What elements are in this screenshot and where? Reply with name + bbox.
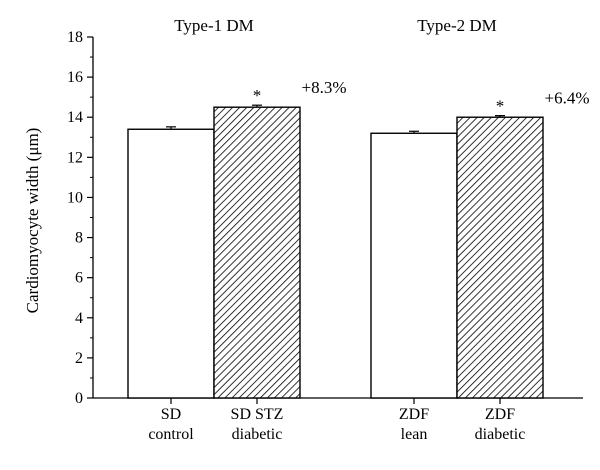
y-tick-label: 4 <box>75 310 83 327</box>
x-category-label: control <box>148 426 194 443</box>
y-tick-label: 6 <box>75 270 83 287</box>
y-tick-label: 2 <box>75 350 83 367</box>
y-axis-label: Cardiomyocyte width (μm) <box>23 128 42 314</box>
y-tick-label: 18 <box>67 29 83 46</box>
y-tick-label: 14 <box>67 109 83 126</box>
x-category-label: lean <box>401 426 428 443</box>
x-category-label: diabetic <box>232 426 283 443</box>
x-category-label: diabetic <box>475 426 526 443</box>
y-tick-label: 16 <box>67 69 83 86</box>
x-category-label: ZDF <box>399 406 429 423</box>
significance-star: * <box>253 86 262 105</box>
percent-change-annotation: +6.4% <box>545 89 590 108</box>
y-tick-label: 10 <box>67 189 83 206</box>
bar <box>127 128 215 399</box>
bar <box>213 106 301 399</box>
percent-change-annotation: +8.3% <box>302 78 347 97</box>
group-title: Type-1 DM <box>174 16 254 35</box>
x-category-label: SD STZ <box>231 406 284 423</box>
y-tick-label: 0 <box>75 390 83 407</box>
significance-star: * <box>496 97 505 116</box>
x-category-label: ZDF <box>485 406 515 423</box>
y-tick-label: 8 <box>75 230 83 247</box>
y-tick-label: 12 <box>67 149 83 166</box>
x-category-label: SD <box>161 406 181 423</box>
bar <box>456 116 544 399</box>
bar <box>370 132 458 399</box>
group-title: Type-2 DM <box>417 16 497 35</box>
